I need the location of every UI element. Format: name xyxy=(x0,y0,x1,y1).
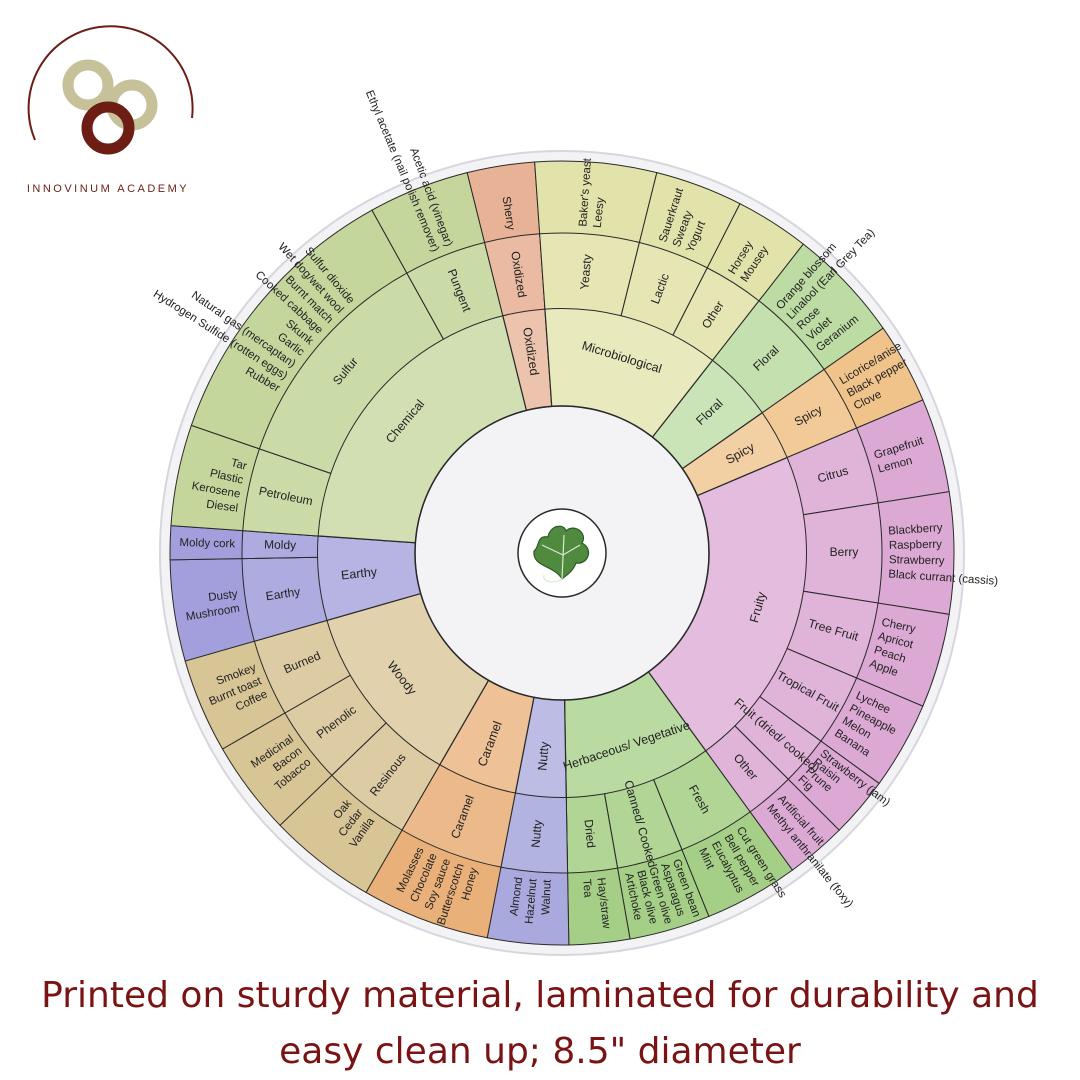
logo-ring-left xyxy=(68,65,108,105)
descriptor-walnut: Walnut xyxy=(540,879,554,916)
subcategory-label-nutty: Nutty xyxy=(528,819,544,848)
descriptor-raspberry: Raspberry xyxy=(889,539,943,552)
descriptor-strawberry: Strawberry xyxy=(889,554,945,567)
subcategory-label-moldy: Moldy xyxy=(264,537,296,552)
descriptor-moldy-cork: Moldy cork xyxy=(179,537,235,550)
wheel-group: CitrusGrapefruitLemonBerryBlackberryRasp… xyxy=(151,89,999,955)
category-label-nutty: Nutty xyxy=(535,740,552,771)
subcategory-label-berry: Berry xyxy=(830,545,859,559)
caption: Printed on sturdy material, laminated fo… xyxy=(0,968,1080,1080)
caption-line-2: easy clean up; 8.5" diameter xyxy=(0,1024,1080,1080)
logo-wordmark: INNOVINUM ACADEMY xyxy=(27,183,189,195)
subcategory-label-dried: Dried xyxy=(581,819,598,849)
caption-line-1: Printed on sturdy material, laminated fo… xyxy=(0,968,1080,1024)
brand-logo: INNOVINUM ACADEMY xyxy=(27,26,193,195)
descriptor-tea: Tea xyxy=(580,879,593,899)
